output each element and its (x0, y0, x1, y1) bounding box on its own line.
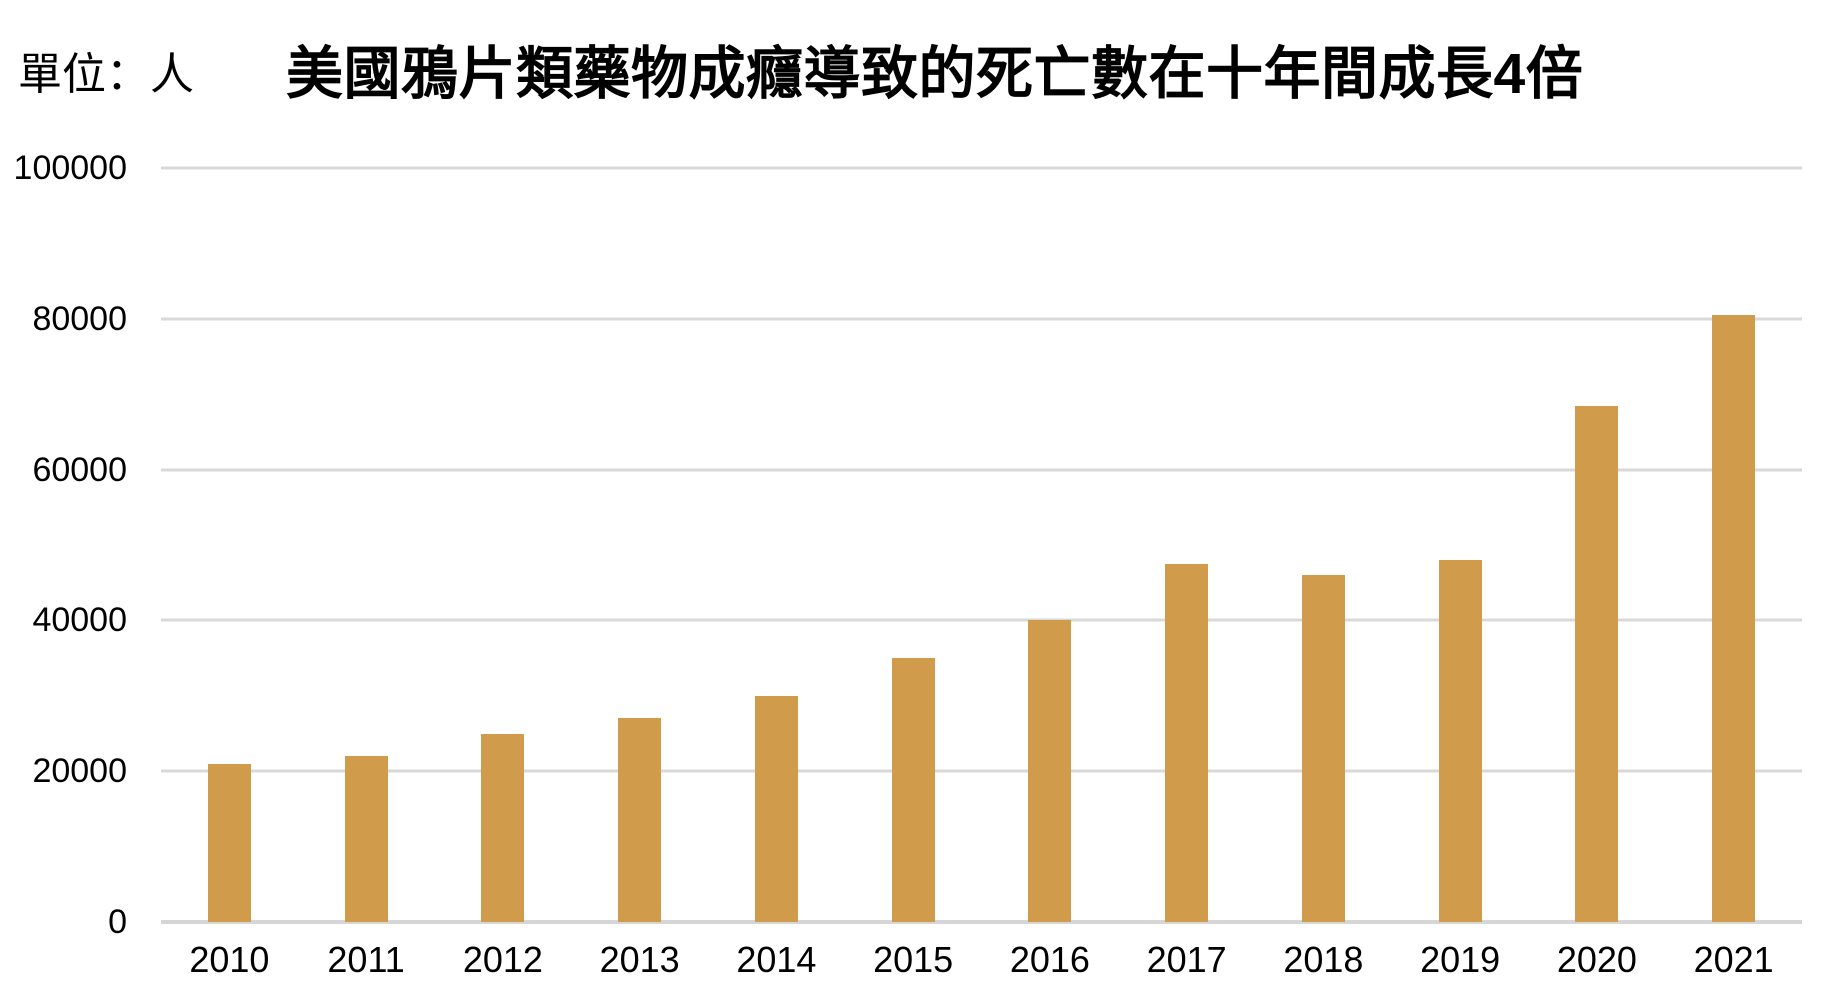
x-tick-label-2017: 2017 (1146, 939, 1227, 980)
y-tick-label-80000: 80000 (32, 299, 127, 338)
x-tick-label-2018: 2018 (1283, 939, 1364, 980)
bar-2019 (1438, 560, 1482, 922)
x-axis: 2010 2011 2012 2013 2014 2015 2016 2017 2018 2019… (161, 938, 1802, 981)
x-tick-label-2015: 2015 (873, 939, 954, 980)
bar-slot-2011 (298, 168, 435, 922)
bar-2020 (1575, 405, 1619, 922)
y-tick-label-0: 0 (108, 903, 127, 941)
gridline-100000 (161, 166, 1802, 170)
bar-slot-2016 (982, 168, 1119, 922)
y-tick-label-100000: 100000 (13, 149, 127, 187)
bar-2021 (1712, 315, 1756, 922)
bar-2015 (891, 658, 935, 922)
bar-slot-2010 (161, 168, 298, 922)
bar-2010 (207, 763, 251, 922)
gridline-80000 (161, 317, 1802, 321)
x-tick-label-2013: 2013 (599, 939, 680, 980)
x-tick-label-2012: 2012 (462, 939, 543, 980)
bar-2013 (618, 718, 662, 922)
bar-2016 (1028, 620, 1072, 922)
bar-2018 (1301, 575, 1345, 922)
y-axis: 0 20000 40000 60000 80000 100000 (0, 151, 127, 939)
x-tick-label-2014: 2014 (736, 939, 817, 980)
bar-slot-2019 (1392, 168, 1529, 922)
bar-slot-2015 (845, 168, 982, 922)
bar-2012 (481, 733, 525, 922)
bar-slot-2013 (571, 168, 708, 922)
gridline-40000 (161, 618, 1802, 622)
x-tick-label-2011: 2011 (327, 939, 405, 980)
x-tick-label-2020: 2020 (1556, 939, 1637, 980)
bar-slot-2012 (435, 168, 572, 922)
x-tick-label-2016: 2016 (1009, 939, 1090, 980)
baseline-gridline (161, 920, 1802, 924)
bars-layer (161, 168, 1802, 922)
x-tick-label-2010: 2010 (189, 939, 270, 980)
y-tick-label-20000: 20000 (32, 752, 127, 791)
gridline-20000 (161, 769, 1802, 773)
bar-slot-2021 (1665, 168, 1802, 922)
bar-slot-2017 (1118, 168, 1255, 922)
x-tick-label-2019: 2019 (1420, 939, 1501, 980)
bar-2014 (754, 695, 798, 922)
chart-title: 美國鴉片類藥物成癮導致的死亡數在十年間成長4倍 (286, 42, 1584, 106)
plot-area (161, 166, 1802, 924)
bar-slot-2018 (1255, 168, 1392, 922)
bar-slot-2020 (1529, 168, 1666, 922)
bar-2017 (1165, 563, 1209, 922)
y-tick-label-60000: 60000 (32, 450, 127, 489)
y-tick-label-40000: 40000 (32, 601, 127, 640)
x-tick-label-2021: 2021 (1693, 939, 1774, 980)
gridline-60000 (161, 468, 1802, 472)
unit-label: 單位：人 (18, 50, 194, 99)
bar-slot-2014 (708, 168, 845, 922)
bar-2011 (344, 756, 388, 922)
